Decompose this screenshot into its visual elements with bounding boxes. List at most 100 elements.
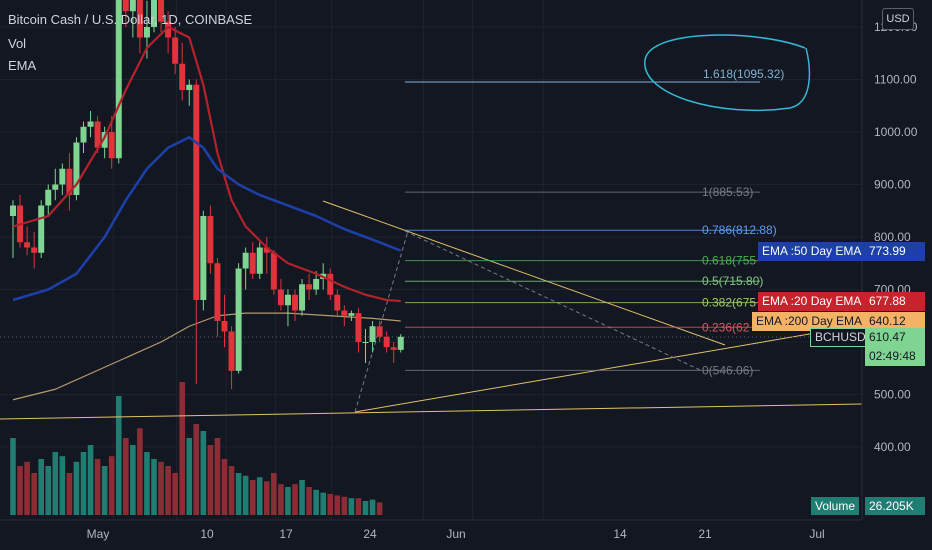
ema-price-tag: 677.88 (865, 292, 925, 312)
volume-bar (214, 438, 221, 515)
volume-bar (31, 473, 37, 515)
candle-body (73, 142, 80, 195)
volume-bar (299, 480, 305, 515)
price-tick-label: 500.00 (874, 388, 911, 402)
ema-price-tag: 773.99 (865, 241, 925, 261)
time-tick-label: 24 (363, 527, 377, 541)
price-tick-label: 1000.00 (874, 125, 918, 139)
candle-body (292, 294, 298, 311)
volume-bar (66, 473, 73, 515)
ema-50-line (12, 135, 402, 302)
candle-body (249, 252, 256, 274)
volume-bar (355, 498, 362, 515)
volume-label-tag: Volume (811, 497, 860, 515)
price-tick-label: 900.00 (874, 178, 911, 192)
fib-level-label: 0(546.06) (702, 363, 753, 377)
ema-50-curve (12, 135, 402, 302)
candle-body (129, 0, 136, 12)
candle-body (383, 336, 390, 348)
volume-bar (17, 466, 23, 515)
dashed-connector (354, 230, 409, 413)
ema-indicator-label[interactable]: EMA (8, 58, 37, 73)
time-tick-label: Jul (809, 527, 824, 541)
time-tick-label: Jun (446, 527, 465, 541)
volume-bar (193, 424, 200, 515)
volume-bar (45, 466, 52, 515)
volume-bar (348, 498, 355, 515)
volume-bar (362, 501, 369, 515)
candle-body (397, 336, 404, 350)
candle-body (327, 273, 334, 295)
vol-indicator-label[interactable]: Vol (8, 36, 27, 51)
candle-body (38, 205, 45, 253)
candle-body (108, 132, 115, 159)
volume-bar (200, 431, 207, 515)
candle-body (362, 342, 369, 343)
volume-bar (179, 382, 185, 515)
candle-body (299, 284, 306, 311)
candle-body (242, 252, 249, 269)
volume-bar (292, 484, 298, 515)
candle-body (165, 21, 172, 38)
ema-200-curve (12, 312, 401, 401)
current-price-tag: 610.47 (865, 327, 925, 347)
candle-body (207, 216, 214, 264)
volume-bar (24, 461, 30, 515)
candle-body (228, 331, 235, 371)
candle-body (151, 0, 157, 27)
candle-body (235, 268, 242, 371)
volume-bar (327, 494, 334, 515)
ema-annotation-tag: EMA :20 Day EMA (758, 292, 866, 312)
volume-bar (271, 473, 277, 515)
candle-body (52, 184, 59, 190)
volume-bar (151, 459, 157, 515)
ema-200-line (12, 312, 401, 401)
candle-body (263, 247, 270, 253)
candle-body (193, 84, 200, 300)
fib-level-label: 0.5(715.80) (702, 274, 763, 288)
volume-bar (264, 481, 270, 515)
fib-level-label: 0.618(755 (702, 254, 756, 268)
candle-body (80, 126, 87, 143)
fib-level-label: 1(885.53) (702, 185, 753, 199)
candle-body (122, 0, 129, 12)
currency-button[interactable]: USD (882, 8, 914, 30)
volume-bar (80, 452, 87, 515)
candle-body (277, 289, 284, 306)
trend-lines (0, 200, 863, 420)
candle-body (172, 37, 179, 64)
candle-body (45, 189, 52, 206)
candle-body (101, 132, 108, 148)
descending-trend-line (322, 200, 726, 346)
candle-body (306, 284, 313, 290)
volume-bar (228, 466, 235, 515)
volume-bar (108, 456, 115, 515)
price-tick-label: 1100.00 (874, 73, 917, 87)
ema-annotation-tag: EMA :200 Day EMA (752, 311, 867, 331)
volume-bar (256, 477, 263, 515)
candle-body (284, 294, 291, 306)
volume-bars (10, 382, 383, 515)
ema-annotation-tag: EMA :50 Day EMA (758, 241, 866, 261)
candle-body (200, 216, 207, 300)
candle-body (59, 168, 66, 185)
time-tick-label: 21 (698, 527, 712, 541)
candle-body (136, 0, 143, 38)
volume-bar (52, 452, 59, 515)
fib-level-label: 0.786(812.88) (702, 223, 777, 237)
candle-body (348, 313, 355, 316)
volume-bar (94, 459, 101, 515)
ema-price-tag: 640.12 (865, 311, 925, 331)
volume-bar (285, 487, 291, 515)
dashed-trend-line (404, 230, 701, 371)
volume-bar (115, 396, 122, 515)
candlesticks (10, 0, 404, 390)
fibonacci-retracement: 1(885.53) 0.786(812.88) 0.618(755 0.5(715.8… (405, 67, 784, 377)
ascending-trend-line (354, 324, 863, 413)
candle-body (214, 263, 221, 321)
volume-bar (235, 473, 242, 515)
candle-body (87, 121, 94, 127)
chart-title: Bitcoin Cash / U.S. Dollar, 1D, COINBASE (8, 12, 253, 27)
volume-bar (369, 499, 376, 515)
